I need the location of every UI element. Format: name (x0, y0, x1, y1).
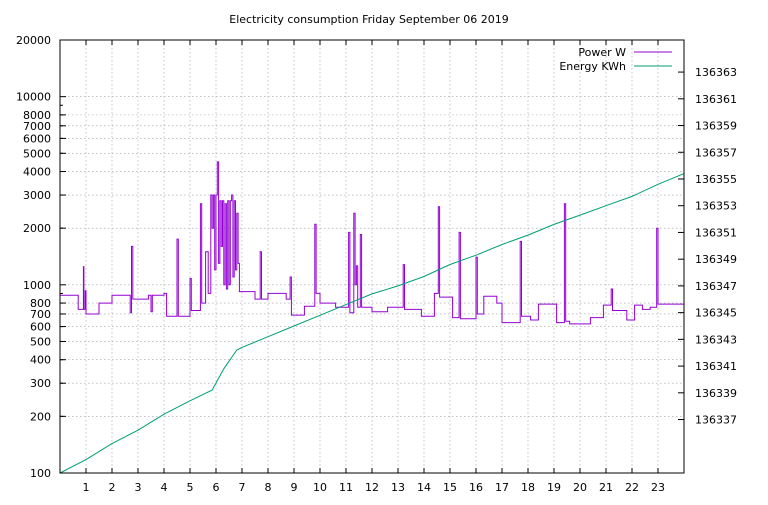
y2-tick-label: 136345 (695, 307, 737, 320)
legend-label: Energy KWh (559, 60, 626, 73)
y2-tick-label: 136361 (695, 93, 737, 106)
y-tick-label: 400 (30, 354, 51, 367)
x-tick-label: 11 (339, 481, 353, 494)
y-tick-label: 100 (30, 467, 51, 480)
y2-tick-label: 136357 (695, 146, 737, 159)
y-tick-label: 800 (30, 297, 51, 310)
x-tick-label: 4 (161, 481, 168, 494)
y2-tick-label: 136351 (695, 226, 737, 239)
x-tick-label: 7 (239, 481, 246, 494)
x-tick-label: 20 (573, 481, 587, 494)
y2-tick-label: 136339 (695, 387, 737, 400)
legend-label: Power W (578, 46, 626, 59)
x-tick-label: 15 (443, 481, 457, 494)
y-tick-label: 20000 (16, 34, 51, 47)
x-tick-label: 1 (83, 481, 90, 494)
grid-layer (60, 39, 684, 474)
x-tick-label: 17 (495, 481, 509, 494)
x-tick-label: 16 (469, 481, 483, 494)
y2-tick-label: 136343 (695, 333, 737, 346)
y-tick-label: 6000 (23, 132, 51, 145)
x-tick-label: 12 (365, 481, 379, 494)
y2-tick-label: 136359 (695, 120, 737, 133)
x-tick-label: 23 (651, 481, 665, 494)
x-tick-label: 9 (291, 481, 298, 494)
y2-tick-label: 136355 (695, 173, 737, 186)
x-tick-label: 8 (265, 481, 272, 494)
x-tick-label: 22 (625, 481, 639, 494)
y-tick-label: 8000 (23, 109, 51, 122)
y-tick-label: 700 (30, 308, 51, 321)
x-tick-label: 13 (391, 481, 405, 494)
y-tick-label: 500 (30, 335, 51, 348)
series-layer (59, 161, 685, 474)
y-tick-label: 2000 (23, 222, 51, 235)
y-tick-label: 300 (30, 377, 51, 390)
tick-layer: 1 2 3 4 5 6 7 8 9 10 11 12 13 14 15 16 17 18 19 20 21 22 23100… (16, 34, 737, 494)
x-tick-label: 18 (521, 481, 535, 494)
x-tick-label: 21 (599, 481, 613, 494)
chart-title: Electricity consumption Friday September… (229, 13, 508, 26)
x-tick-label: 14 (417, 481, 431, 494)
y-tick-label: 3000 (23, 189, 51, 202)
y-tick-label: 7000 (23, 120, 51, 133)
y2-tick-label: 136347 (695, 280, 737, 293)
y2-tick-label: 136341 (695, 360, 737, 373)
y-tick-label: 5000 (23, 147, 51, 160)
x-tick-label: 5 (187, 481, 194, 494)
y-tick-label: 1000 (23, 279, 51, 292)
y2-tick-label: 136353 (695, 200, 737, 213)
x-tick-label: 3 (135, 481, 142, 494)
y-tick-label: 600 (30, 321, 51, 334)
y2-tick-label: 136349 (695, 253, 737, 266)
x-tick-label: 19 (547, 481, 561, 494)
y-tick-label: 4000 (23, 166, 51, 179)
x-tick-label: 6 (213, 481, 220, 494)
series-line-power (60, 161, 684, 325)
y-tick-label: 200 (30, 410, 51, 423)
y-tick-label: 10000 (16, 91, 51, 104)
x-tick-label: 10 (313, 481, 327, 494)
series-line-energy (59, 173, 685, 474)
y2-tick-label: 136337 (695, 414, 737, 427)
y2-tick-label: 136363 (695, 66, 737, 79)
x-tick-label: 2 (109, 481, 116, 494)
